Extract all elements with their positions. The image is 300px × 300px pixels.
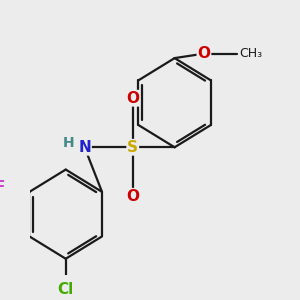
Text: F: F: [0, 180, 5, 195]
Text: N: N: [78, 140, 91, 155]
Text: CH₃: CH₃: [239, 47, 262, 60]
Text: H: H: [63, 136, 75, 150]
Text: Cl: Cl: [58, 282, 74, 297]
Text: S: S: [127, 140, 138, 155]
Text: O: O: [197, 46, 210, 61]
Text: O: O: [126, 189, 139, 204]
Text: O: O: [126, 91, 139, 106]
